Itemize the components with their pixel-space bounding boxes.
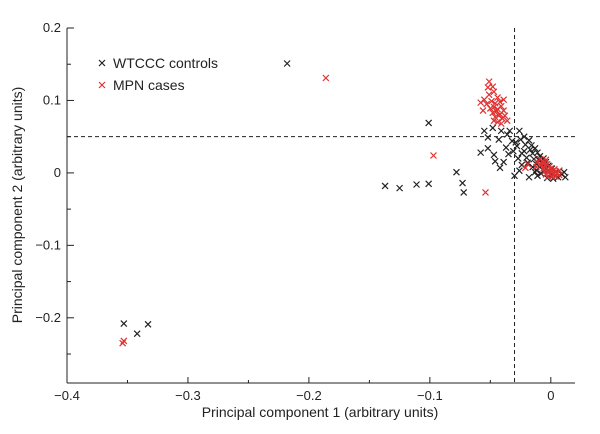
data-point-wtccc-control (502, 144, 510, 151)
x-axis-title: Principal component 1 (arbitrary units) (202, 404, 439, 420)
data-point-wtccc-control (484, 133, 492, 141)
data-point-wtccc-control (144, 320, 152, 328)
data-point-mpn-case (486, 104, 494, 112)
y-ticks: 0.2 0.1 0 −0.1 −0.2 (35, 20, 74, 355)
data-point-wtccc-control (506, 127, 514, 135)
data-point-wtccc-control (484, 144, 492, 152)
data-point-mpn-case (479, 107, 487, 115)
data-point-mpn-case (532, 163, 540, 171)
data-point-wtccc-control (560, 168, 568, 176)
data-point-wtccc-control (525, 136, 533, 144)
data-point-wtccc-control (525, 173, 533, 181)
data-point-wtccc-control (120, 320, 128, 328)
data-point-mpn-case (501, 112, 509, 120)
data-point-wtccc-control (381, 182, 389, 190)
data-point-wtccc-control (425, 119, 433, 127)
data-point-wtccc-control (531, 168, 539, 176)
data-point-mpn-case (482, 189, 489, 196)
data-point-mpn-case (494, 94, 502, 101)
data-point-wtccc-control (413, 181, 420, 188)
legend-item-mpn-cases: MPN cases (98, 77, 185, 93)
data-point-wtccc-control (459, 179, 466, 187)
data-point-mpn-case (503, 117, 511, 125)
data-point-mpn-case (496, 98, 504, 106)
data-point-mpn-case (497, 120, 505, 128)
data-point-wtccc-control (497, 127, 505, 135)
y-tick-label: −0.2 (35, 310, 61, 325)
data-point-wtccc-control (491, 157, 499, 165)
x-tick-label: −0.2 (296, 388, 322, 403)
data-point-mpn-case (488, 97, 495, 105)
data-point-wtccc-control (531, 144, 539, 152)
data-point-wtccc-control (515, 127, 523, 135)
y-tick-label: 0 (54, 165, 61, 180)
data-point-mpn-case (552, 173, 560, 180)
data-point-wtccc-control (520, 133, 528, 141)
data-point-wtccc-control (425, 180, 433, 188)
reference-lines (67, 28, 575, 383)
data-point-mpn-case (119, 339, 127, 347)
data-point-mpn-case (489, 109, 497, 117)
x-tick-label: −0.3 (175, 388, 201, 403)
data-point-wtccc-control (495, 136, 503, 143)
data-point-wtccc-control (460, 189, 468, 196)
legend-marker-mpn-cases (98, 81, 106, 89)
data-point-mpn-case (494, 118, 502, 126)
legend: WTCCC controls MPN cases (98, 55, 218, 93)
data-point-wtccc-control (509, 147, 517, 155)
data-point-wtccc-control (534, 149, 541, 157)
data-point-mpn-case (490, 117, 498, 125)
y-tick-label: −0.1 (35, 237, 61, 252)
data-point-mpn-case (534, 158, 541, 166)
y-axis-title: Principal component 2 (arbitrary units) (9, 87, 25, 324)
x-tick-label: −0.1 (417, 388, 443, 403)
data-point-mpn-case (524, 160, 532, 168)
data-point-mpn-case (485, 78, 493, 86)
data-point-wtccc-control (133, 330, 141, 338)
legend-marker-symbol (98, 59, 106, 67)
data-point-wtccc-control (514, 154, 522, 162)
data-point-mpn-case (521, 164, 529, 172)
data-point-wtccc-control (512, 139, 520, 146)
data-point-wtccc-control (524, 159, 532, 167)
x-ticks: −0.4 −0.3 −0.2 −0.1 0 (54, 377, 554, 403)
data-point-mpn-case (500, 96, 508, 104)
data-point-wtccc-control (477, 149, 485, 157)
data-point-wtccc-control (526, 146, 534, 154)
data-point-wtccc-control (496, 164, 504, 172)
data-point-mpn-case (542, 156, 550, 164)
data-point-mpn-case (490, 88, 498, 96)
data-point-mpn-case (430, 152, 437, 159)
data-point-wtccc-control (503, 131, 511, 138)
legend-label-wtccc-controls: WTCCC controls (113, 55, 218, 71)
data-point-wtccc-control (518, 149, 526, 157)
data-point-wtccc-control (396, 184, 404, 192)
data-point-mpn-case (489, 83, 497, 91)
data-point-mpn-case (322, 74, 330, 82)
data-point-wtccc-control (283, 60, 291, 67)
data-point-wtccc-control (511, 172, 518, 180)
legend-marker-symbol (98, 81, 106, 89)
data-point-wtccc-control (505, 150, 512, 158)
data-point-wtccc-control (561, 173, 569, 181)
legend-label-mpn-cases: MPN cases (113, 77, 185, 93)
data-point-wtccc-control (490, 151, 498, 159)
data-point-mpn-case (490, 103, 498, 111)
data-point-wtccc-control (500, 158, 508, 166)
data-point-mpn-case (485, 91, 493, 99)
data-point-wtccc-control (489, 124, 497, 132)
data-point-wtccc-control (534, 172, 541, 180)
x-tick-label: 0 (547, 388, 554, 403)
y-tick-label: 0.1 (43, 92, 61, 107)
x-tick-label: −0.4 (54, 388, 80, 403)
data-point-wtccc-control (453, 168, 460, 176)
data-point-mpn-case (555, 167, 563, 175)
data-point-wtccc-control (480, 127, 488, 135)
series-mpn-cases (119, 74, 563, 347)
y-tick-label: 0.2 (43, 20, 61, 35)
legend-marker-wtccc-controls (98, 59, 106, 67)
data-point-mpn-case (477, 99, 485, 107)
legend-item-wtccc-controls: WTCCC controls (98, 55, 218, 71)
